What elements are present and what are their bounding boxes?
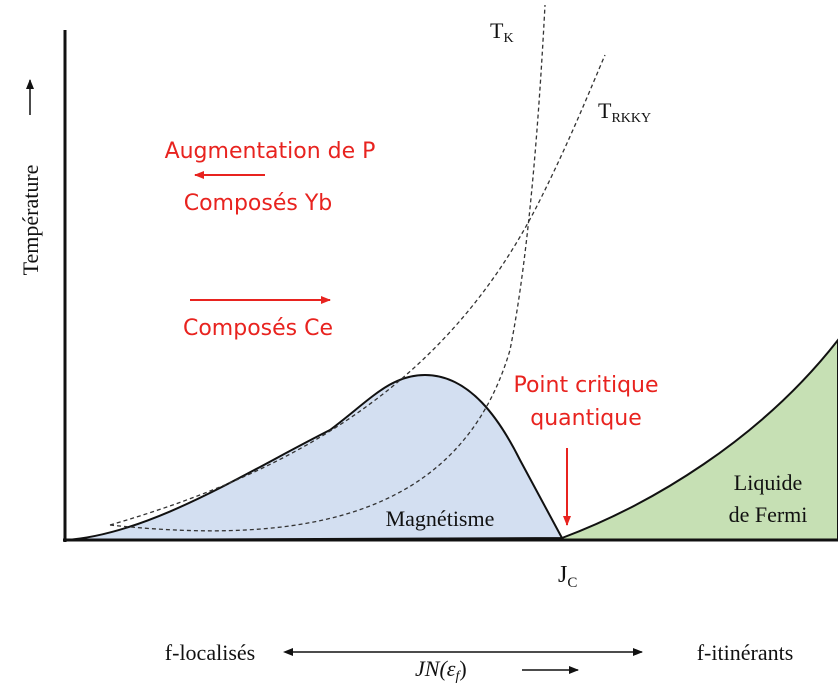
tk-label: TK — [490, 18, 514, 46]
ce-label: Composés Ce — [183, 316, 333, 341]
magnetism-label: Magnétisme — [386, 506, 495, 531]
fermi-label: de Fermi — [729, 502, 808, 527]
x-axis-label: JN(εf) — [415, 656, 467, 684]
itinerant-label: f-itinérants — [697, 640, 794, 665]
pressure-label: Augmentation de P — [165, 139, 376, 164]
jc-label: JC — [558, 562, 577, 591]
localized-label: f-localisés — [165, 640, 255, 665]
yb-label: Composés Yb — [184, 191, 333, 216]
tk-curve — [109, 4, 546, 532]
fermi-label: Liquide — [734, 470, 802, 495]
magnetism-region — [64, 373, 564, 541]
qcp-label: Point critique — [513, 373, 658, 398]
trkky-label: TRKKY — [598, 98, 651, 126]
qcp-label: quantique — [530, 406, 642, 431]
y-axis-label: Température — [18, 165, 43, 276]
trkky-curve — [109, 54, 606, 526]
